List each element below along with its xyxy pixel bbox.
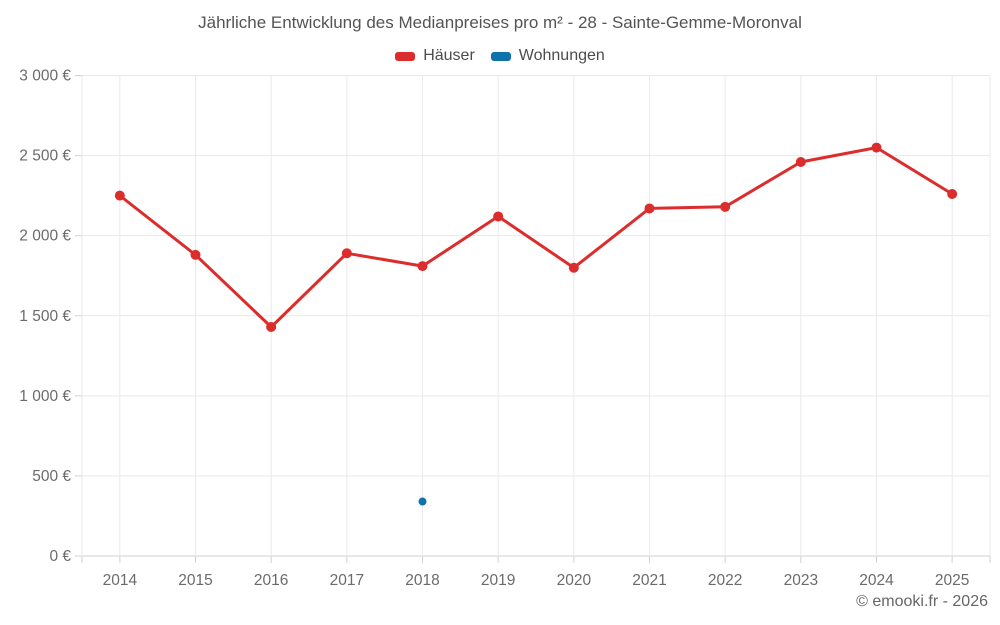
- haeuser-point-2022: [720, 201, 731, 212]
- haeuser-point-2015: [190, 249, 201, 260]
- haeuser-point-2016: [266, 321, 277, 332]
- x-tick-label: 2020: [557, 572, 592, 589]
- haeuser-point-2017: [341, 248, 352, 259]
- legend-item-wohnungen[interactable]: Wohnungen: [490, 47, 605, 65]
- x-tick-label: 2015: [178, 572, 212, 589]
- x-tick-label: 2017: [330, 572, 364, 589]
- y-tick-label: 2 000 €: [19, 228, 71, 245]
- haeuser-point-2018: [417, 261, 428, 272]
- x-tick-label: 2018: [405, 572, 439, 589]
- chart-title: Jährliche Entwicklung des Medianpreises …: [198, 13, 802, 32]
- haeuser-point-2014: [114, 190, 125, 201]
- legend: Häuser Wohnungen: [0, 45, 1000, 67]
- haeuser-swatch-icon: [395, 51, 416, 61]
- wohnungen-point-2018: [418, 497, 427, 506]
- x-tick-label: 2016: [254, 572, 288, 589]
- haeuser-point-2024: [871, 142, 882, 153]
- haeuser-point-2023: [795, 156, 806, 167]
- x-tick-label: 2014: [103, 572, 138, 589]
- y-tick-label: 500 €: [32, 468, 71, 485]
- haeuser-point-2019: [493, 211, 504, 222]
- haeuser-point-2021: [644, 203, 655, 214]
- x-tick-label: 2023: [784, 572, 818, 589]
- legend-item-haeuser[interactable]: Häuser: [395, 47, 475, 65]
- y-tick-label: 0 €: [49, 548, 71, 565]
- legend-label-wohnungen: Wohnungen: [518, 47, 605, 64]
- y-tick-label: 3 000 €: [19, 68, 71, 85]
- wohnungen-swatch-icon: [490, 51, 511, 61]
- copyright-footer: © emooki.fr - 2026: [856, 593, 988, 610]
- y-tick-label: 1 500 €: [19, 308, 71, 325]
- x-tick-label: 2019: [481, 572, 515, 589]
- haeuser-point-2020: [568, 262, 579, 273]
- x-tick-label: 2021: [632, 572, 666, 589]
- legend-label-haeuser: Häuser: [423, 47, 475, 64]
- x-tick-label: 2025: [935, 572, 969, 589]
- haeuser-point-2025: [947, 189, 958, 200]
- y-tick-label: 1 000 €: [19, 388, 71, 405]
- x-tick-label: 2022: [708, 572, 742, 589]
- y-tick-label: 2 500 €: [19, 148, 71, 165]
- x-tick-label: 2024: [859, 572, 894, 589]
- haeuser-line: [118, 146, 954, 329]
